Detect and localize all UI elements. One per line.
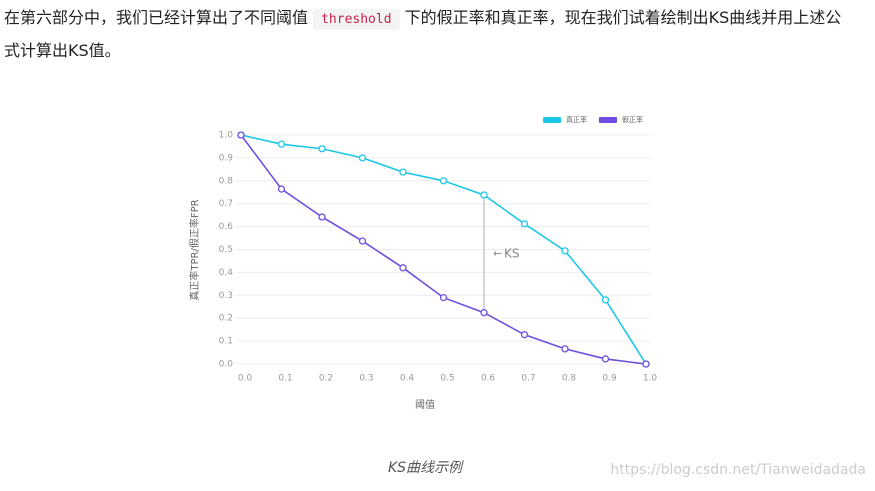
x-tick-label: 0.6 <box>481 374 496 384</box>
annotation: KS <box>504 246 520 260</box>
point <box>520 331 529 339</box>
x-tick-label: 0.0 <box>238 374 253 384</box>
caption: KS曲线示例 <box>388 460 464 476</box>
text: 在第六部分中，我们已经计算出了不同阈值 <box>4 8 314 27</box>
y-tick-label: 0.5 <box>219 245 233 255</box>
point <box>439 293 448 302</box>
x-tick-label: 0.5 <box>440 374 454 384</box>
ks-arrow: ← <box>493 247 502 260</box>
x-axis-label: 阈值 <box>415 398 435 411</box>
inline-code: threshold <box>313 9 400 30</box>
point <box>358 237 367 245</box>
point <box>601 296 610 304</box>
point <box>642 360 650 368</box>
point <box>237 131 245 139</box>
text: 下的假正率和真正率，现在我们试着绘制出KS曲线并用上述公式计算出KS值。 <box>4 8 842 60</box>
x-tick-label: 1.0 <box>643 374 658 384</box>
x-tick-label: 0.4 <box>400 374 415 384</box>
point <box>601 355 610 363</box>
y-tick-label: 0.7 <box>219 199 233 209</box>
point <box>480 191 488 199</box>
x-tick-label: 0.1 <box>278 374 292 384</box>
paragraph: 在第六部分中，我们已经计算出了不同阈值 threshold 下的假正率和真正率，… <box>4 2 856 66</box>
x-tick-label: 0.3 <box>359 374 373 384</box>
point <box>277 185 286 193</box>
point <box>277 140 286 148</box>
y-axis-label: 真正率TPR/假正率FPR <box>188 199 201 300</box>
legend-label: 真正率 <box>566 115 587 124</box>
y-tick-label: 0.8 <box>219 176 234 186</box>
point <box>318 145 326 153</box>
point <box>358 154 367 162</box>
y-tick-label: 0.4 <box>219 268 234 278</box>
point <box>318 213 326 221</box>
point <box>561 345 569 353</box>
y-tick-label: 0.6 <box>219 222 234 232</box>
point <box>520 220 529 228</box>
y-tick-label: 0.0 <box>219 360 234 370</box>
legend-label: 假正率 <box>622 115 643 124</box>
x-tick-label: 0.7 <box>521 374 535 384</box>
legend-swatch <box>543 117 561 123</box>
x-tick-label: 0.2 <box>319 374 333 384</box>
point <box>439 177 448 185</box>
x-tick-label: 0.8 <box>562 374 577 384</box>
x-tick-label: 0.9 <box>602 374 617 384</box>
watermark: https://blog.csdn.net/Tianweidadada <box>610 462 866 478</box>
y-tick-label: 0.3 <box>219 291 233 301</box>
point <box>399 264 407 272</box>
y-tick-label: 0.9 <box>219 153 234 163</box>
point <box>399 168 407 176</box>
y-tick-label: 1.0 <box>219 131 234 141</box>
y-tick-label: 0.1 <box>219 337 233 347</box>
legend-swatch <box>599 117 617 123</box>
point <box>480 309 488 317</box>
point <box>561 247 569 255</box>
y-tick-label: 0.2 <box>219 314 233 324</box>
